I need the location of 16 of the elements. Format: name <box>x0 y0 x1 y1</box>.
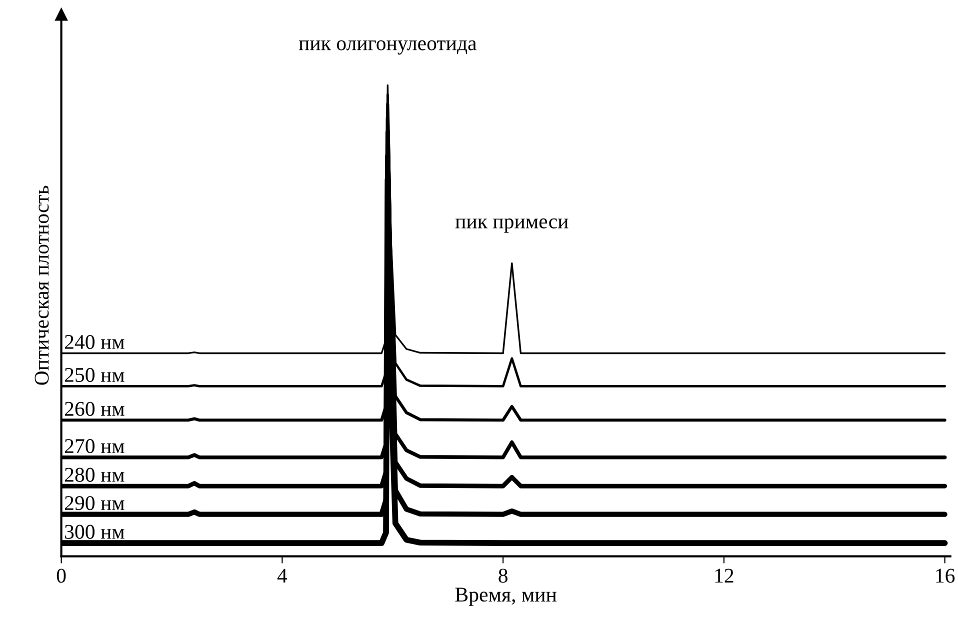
annotation: пик примеси <box>455 218 568 233</box>
series-label: 250 нм <box>64 368 124 382</box>
annotation: пик олигонулеотида <box>298 40 477 55</box>
y-axis-title: Оптическая плотность <box>34 186 49 385</box>
series-label: 300 нм <box>65 524 124 539</box>
series-label: 290 нм <box>64 496 124 510</box>
series-label: 240 нм <box>64 334 124 349</box>
series-label: 280 нм <box>64 468 124 482</box>
x-tick-label: 16 <box>936 568 955 583</box>
x-tick-label: 4 <box>277 568 288 583</box>
series-label: 270 нм <box>64 439 124 454</box>
x-axis-title: Время, мин <box>455 588 556 606</box>
x-tick-label: 8 <box>498 568 508 583</box>
series-label: 260 нм <box>64 402 124 416</box>
x-tick-label: 12 <box>715 568 734 583</box>
x-tick-label: 0 <box>56 568 66 583</box>
